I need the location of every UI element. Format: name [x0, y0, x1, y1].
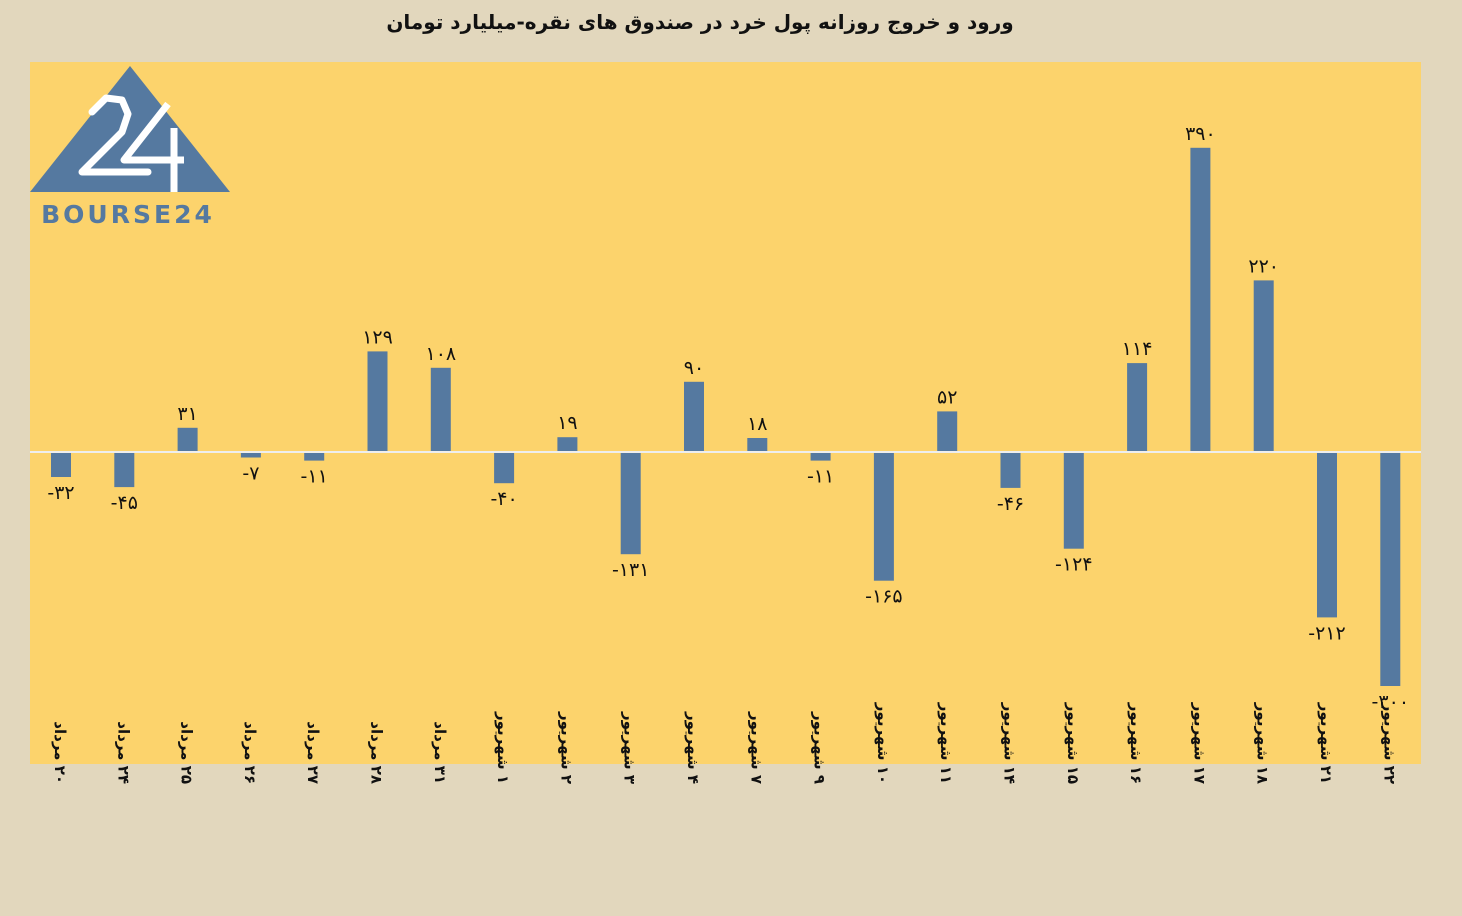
data-label: ۳۱ — [177, 403, 197, 425]
bar — [937, 411, 958, 452]
category-label: ۳ شهریور — [621, 711, 639, 784]
plot-area — [30, 62, 1421, 764]
bar — [1063, 452, 1084, 549]
bourse24-logo: BOURSE24 — [30, 66, 230, 229]
category-label: ۱۸ شهریور — [1254, 702, 1272, 784]
data-label: ۱۸ — [747, 413, 767, 435]
category-label: ۲۵ مرداد — [178, 721, 196, 784]
data-label: -۱۲۴ — [1055, 554, 1092, 576]
category-label: ۱ شهریور — [494, 711, 512, 784]
data-label: ۳۹۰ — [1185, 123, 1216, 145]
data-label: -۳۲ — [47, 482, 74, 504]
data-label: -۱۱ — [807, 466, 834, 488]
data-label: -۷ — [242, 463, 259, 485]
bar — [873, 452, 894, 581]
category-label: ۱۵ شهریور — [1064, 702, 1082, 784]
category-label: ۲ شهریور — [557, 711, 575, 784]
category-label: ۲۴ مرداد — [114, 721, 132, 784]
bar — [304, 452, 325, 461]
category-labels-layer: ۲۰ مرداد ۲۴ مرداد ۲۵ مرداد ۲۶ مرداد ۲۷ مرداد… — [51, 702, 1398, 784]
bar — [1000, 452, 1021, 488]
bar — [1253, 280, 1274, 452]
category-label: ۳۱ مرداد — [431, 721, 449, 784]
logo-wordmark: BOURSE24 — [41, 200, 215, 229]
data-label: -۱۶۵ — [865, 586, 902, 608]
data-label: ۱۰۸ — [425, 343, 456, 365]
data-label: ۱۱۴ — [1122, 338, 1153, 360]
category-label: ۲۸ مرداد — [368, 721, 386, 784]
data-label: -۳۰۰ — [1372, 691, 1409, 713]
data-label: ۲۲۰ — [1248, 255, 1279, 277]
bar — [1317, 452, 1337, 618]
category-label: ۱۰ شهریور — [874, 702, 892, 784]
bar — [240, 452, 261, 458]
category-label: ۹ شهریور — [811, 711, 829, 784]
category-label: ۱۶ شهریور — [1127, 702, 1145, 784]
bar — [494, 452, 515, 484]
category-label: ۲۰ مرداد — [51, 721, 69, 784]
bar — [620, 452, 641, 555]
category-label: ۷ شهریور — [747, 711, 765, 784]
data-label: -۱۳۱ — [612, 559, 649, 581]
bar — [747, 438, 768, 452]
logo-digit-4 — [120, 101, 184, 164]
bar — [810, 452, 831, 461]
bar — [367, 351, 388, 452]
data-label: -۴۶ — [997, 493, 1024, 515]
category-label: ۲۷ مرداد — [304, 721, 322, 784]
logo-digit-2 — [78, 94, 152, 176]
bar — [1127, 363, 1148, 452]
bars-layer — [51, 147, 1401, 686]
bar — [51, 452, 71, 477]
data-label: -۱۱ — [301, 466, 328, 488]
category-label: ۱۴ شهریور — [1001, 702, 1019, 784]
bar — [177, 427, 198, 452]
data-labels-layer: -۳۲ -۴۵ ۳۱ -۷ -۱۱ ۱۲۹ ۱۰۸ -۴۰ ۱۹ -۱۳۱ ۹۰ ۱۸ -۱۱ -۱۶۵ ۵… — [47, 123, 1409, 713]
bar — [684, 381, 704, 452]
bar — [557, 437, 578, 452]
bar — [1380, 452, 1401, 686]
data-label: ۹۰ — [684, 357, 704, 379]
category-label: ۲۶ مرداد — [241, 721, 259, 784]
category-label: ۲۱ شهریور — [1317, 702, 1335, 784]
data-label: ۵۲ — [937, 386, 957, 408]
category-label: ۱۱ شهریور — [937, 702, 955, 784]
data-label: ۱۹ — [557, 412, 577, 434]
data-label: -۴۰ — [490, 488, 517, 510]
category-label: ۲۲ شهریور — [1380, 702, 1398, 784]
data-label: ۱۲۹ — [362, 326, 393, 348]
data-label: -۴۵ — [111, 492, 138, 514]
chart-title: ورود و خروج روزانه پول خرد در صندوق های … — [386, 10, 1014, 34]
category-label: ۴ شهریور — [684, 711, 702, 784]
bar — [1190, 147, 1211, 453]
bar — [430, 367, 451, 452]
category-label: ۱۷ شهریور — [1190, 702, 1208, 784]
bar — [114, 452, 135, 488]
data-label: -۲۱۲ — [1308, 622, 1345, 644]
